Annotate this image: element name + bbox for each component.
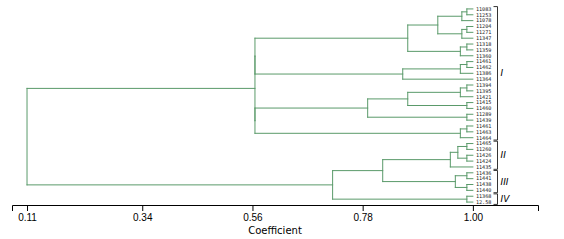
branch-horizontal [467,149,473,150]
branch-horizontal [467,172,473,173]
branch-horizontal [467,161,473,162]
branch-horizontal [462,11,467,12]
branch-horizontal [383,159,451,160]
tick-mark [142,205,143,211]
branch-horizontal [467,61,473,62]
branch-horizontal [460,96,473,97]
tick-mark [27,205,28,211]
group-label: IV [501,194,511,204]
branch-horizontal [450,152,458,153]
tick-label: 0.78 [353,212,373,223]
branch-horizontal [368,117,467,118]
tick-label: 0.34 [133,212,153,223]
tick: 0.78 [353,205,373,223]
tick: 1.00 [464,205,484,223]
group-bracket [494,194,498,205]
branch-horizontal [333,199,467,200]
branch-horizontal [27,184,333,185]
branch-horizontal [467,114,473,115]
plot-area [27,9,473,202]
axis-line [13,206,539,212]
branch-horizontal [467,49,473,50]
branch-horizontal [462,20,473,21]
branch-horizontal [467,155,473,156]
branch-horizontal [467,196,473,197]
chart: 1108311253110781120411271113471131811359… [0,0,564,239]
branch-horizontal [460,128,467,129]
branch-horizontal [467,120,473,121]
branch-horizontal [467,131,473,132]
branch-horizontal [467,44,473,45]
group-label: II [501,150,507,160]
leaf-label: 12.58 [476,199,492,205]
branch-horizontal [460,87,467,88]
branch-vertical [27,88,28,184]
tick-label: 0.56 [243,212,263,223]
tick: 0.11 [18,205,37,223]
branch-horizontal [467,90,473,91]
branch-horizontal [460,73,473,74]
branch-horizontal [467,125,473,126]
branch-horizontal [467,143,473,144]
branch-horizontal [460,46,467,47]
branch-horizontal [255,38,408,39]
x-axis-title: Coefficient [248,225,302,236]
branch-horizontal [460,137,473,138]
branch-horizontal [408,51,461,52]
branch-horizontal [403,79,473,80]
tick-mark [363,205,364,211]
branch-horizontal [455,175,467,176]
group-label: I [501,68,504,78]
branch-horizontal [467,178,473,179]
branch-horizontal [467,14,473,15]
branch-horizontal [460,64,467,65]
branch-horizontal [467,190,473,191]
tick-mark [252,205,253,211]
branch-horizontal [408,25,438,26]
tick: 0.56 [243,205,263,223]
branch-horizontal [403,68,461,69]
branch-horizontal [333,170,383,171]
tick: 0.34 [133,205,153,223]
group-bracket [494,170,498,192]
branch-horizontal [458,158,467,159]
branch-horizontal [467,67,473,68]
leaf-labels: 1108311253110781120411271113471131811359… [476,6,492,205]
branch-horizontal [255,108,368,109]
branch-horizontal [408,105,467,106]
branch-horizontal [467,202,473,203]
group-bracket [494,7,498,140]
branch-horizontal [467,184,473,185]
tick-mark [473,205,474,211]
tick-label: 0.11 [18,212,37,223]
branch-horizontal [467,32,473,33]
branch-horizontal [467,26,473,27]
branch-horizontal [467,85,473,86]
branch-horizontal [438,16,462,17]
branch-horizontal [462,38,473,39]
branch-horizontal [368,98,408,99]
branch-horizontal [462,29,467,30]
tick-label: 1.00 [464,212,484,223]
branch-horizontal [467,8,473,9]
branch-horizontal [438,33,462,34]
branch-horizontal [255,74,403,75]
x-axis: 0.11 0.34 0.56 0.78 1.00 [13,205,539,223]
branch-horizontal [27,88,255,89]
branch-horizontal [255,133,460,134]
branch-horizontal [460,55,473,56]
branch-horizontal [383,181,456,182]
branch-horizontal [408,92,461,93]
branch-horizontal [455,187,467,188]
branch-horizontal [467,102,473,103]
group-label: III [501,177,509,187]
groups: IIIIIIIV [494,7,511,205]
branch-horizontal [458,146,467,147]
branch-horizontal [450,166,473,167]
branch-horizontal [467,108,473,109]
group-bracket [494,141,498,169]
